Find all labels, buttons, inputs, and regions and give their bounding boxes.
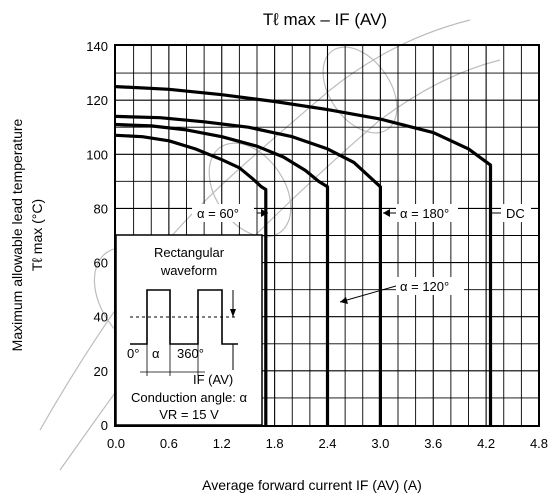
x-tick-label: 1.8	[266, 436, 284, 451]
inset-iav-arrowhead	[230, 309, 236, 317]
x-tick-labels: 0.0 0.6 1.2 1.8 2.4 3.0 3.6 4.2 4.8	[107, 436, 548, 451]
label-60-bg	[192, 204, 254, 222]
x-tick-label: 1.2	[213, 436, 231, 451]
y-axis-label-line2: Tℓ max (°C)	[29, 199, 45, 271]
series-line-3	[115, 85, 493, 425]
inset-label-360: 360°	[177, 346, 204, 361]
label-alpha-180: α = 180°	[400, 206, 449, 221]
y-tick-label: 120	[86, 93, 108, 108]
label-120-bg	[396, 277, 464, 295]
inset-conduction: Conduction angle: α	[131, 390, 247, 405]
series-line-1	[115, 122, 330, 425]
inset-label-iav: IF (AV)	[193, 372, 233, 387]
x-tick-label: 4.2	[477, 436, 495, 451]
x-axis-label: Average forward current IF (AV) (A)	[202, 477, 422, 493]
y-tick-labels: 0 20 40 60 80 100 120 140	[86, 39, 108, 433]
label-180-bg	[396, 204, 458, 222]
y-axis-label-line1: Maximum allowable lead temperature	[9, 118, 25, 351]
x-tick-label: 3.0	[371, 436, 389, 451]
inset-label-alpha: α	[152, 346, 160, 361]
label-120-leader	[339, 285, 397, 303]
x-tick-label: 0.6	[160, 436, 178, 451]
label-alpha-120: α = 120°	[400, 279, 449, 294]
label-dc: DC	[506, 206, 525, 221]
plot-frame	[114, 44, 540, 427]
chart-title: Tℓ max – IF (AV)	[263, 10, 387, 29]
label-dc-bg	[501, 204, 531, 222]
y-tick-label: 60	[94, 256, 108, 271]
x-tick-label: 4.8	[530, 436, 548, 451]
curves-group	[115, 85, 493, 425]
y-tick-label: 40	[94, 310, 108, 325]
inset-box	[115, 234, 263, 426]
y-tick-label: 0	[101, 418, 108, 433]
label-alpha-60: α = 60°	[197, 206, 239, 221]
inset-vr: VR = 15 V	[159, 407, 219, 422]
y-tick-label: 80	[94, 201, 108, 216]
x-tick-label: 3.6	[424, 436, 442, 451]
x-tick-label: 0.0	[107, 436, 125, 451]
y-tick-label: 20	[94, 364, 108, 379]
x-tick-label: 2.4	[318, 436, 336, 451]
y-tick-label: 140	[86, 39, 108, 54]
series-line-0	[115, 133, 268, 425]
watermark	[39, 19, 501, 471]
series-line-2	[115, 114, 382, 425]
inset-title-line2: waveform	[160, 263, 217, 278]
inset-label-zero: 0°	[127, 346, 139, 361]
y-tick-label: 100	[86, 147, 108, 162]
inset-title-line1: Rectangular	[154, 245, 225, 260]
